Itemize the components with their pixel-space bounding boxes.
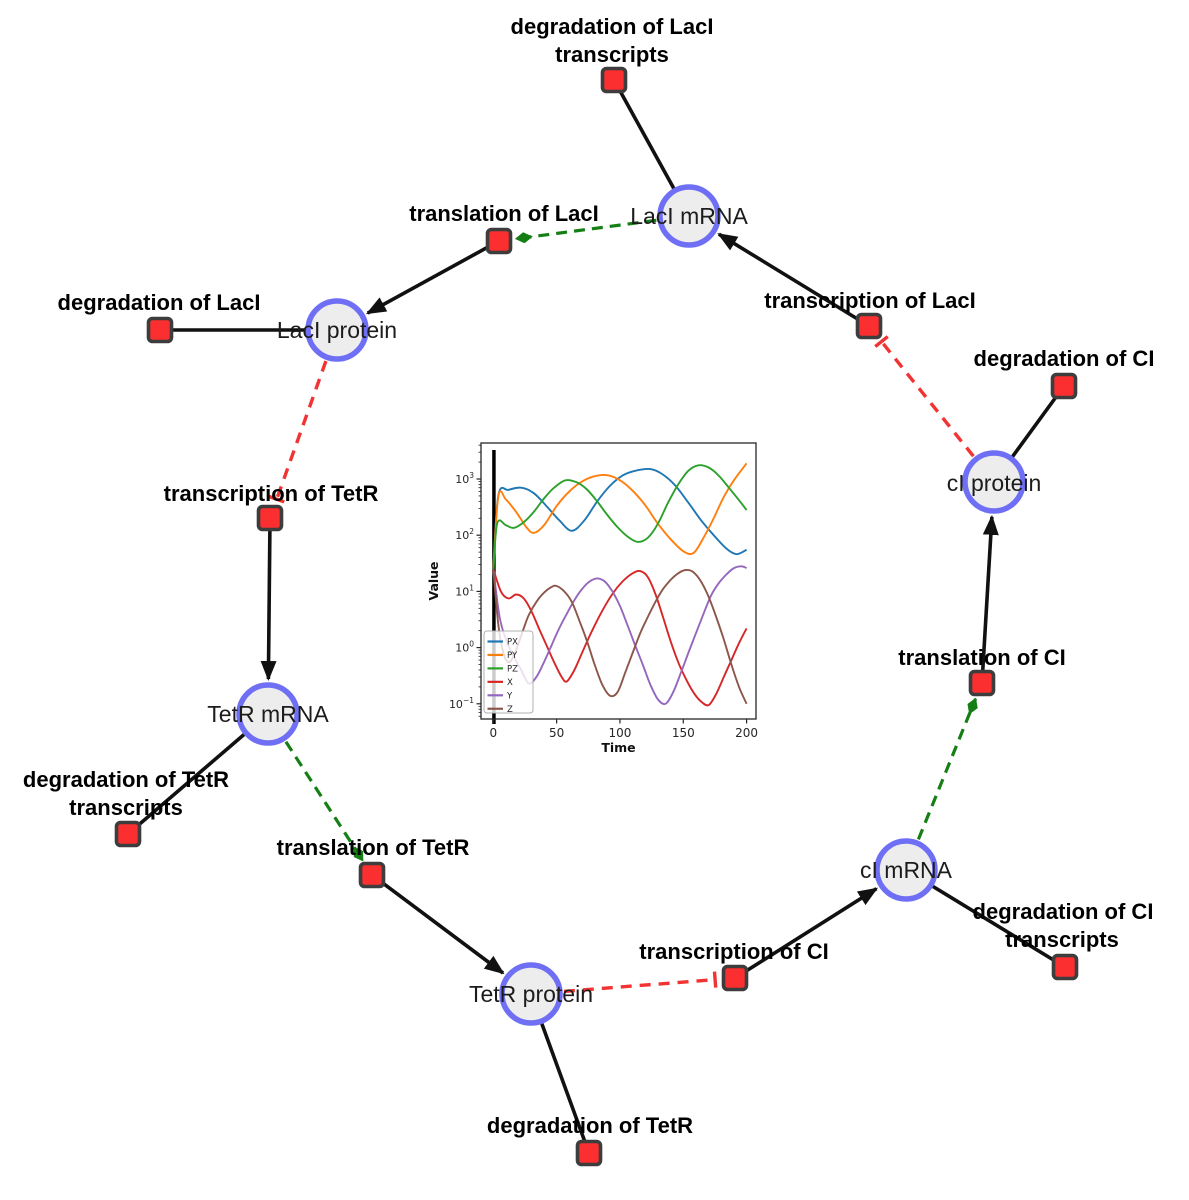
reaction-node-transcription-of-laci[interactable] [855,312,883,340]
reaction-label-translation-of-tetr: translation of TetR [277,835,470,860]
edge-laci-protein-inhibits-transcription-tetr [268,360,328,504]
reaction-label-degradation-of-ci-transcripts-1: degradation of CI [973,899,1154,924]
chart-legend-label-PY: PY [507,651,518,661]
label-layer: LacI mRNA LacI protein cI protein TetR m… [23,14,1155,1138]
species-label-ci-mrna: cI mRNA [860,857,953,883]
chart-y-tick-label: 103 [455,471,474,486]
chart-y-tick-label: 100 [455,640,474,655]
reaction-node-translation-of-tetr[interactable] [358,861,386,889]
species-node-tetr-protein[interactable] [499,962,563,1026]
reaction-node-translation-of-ci[interactable] [968,669,996,697]
chart-legend-label-PX: PX [507,638,518,648]
edge-ci-protein-inhibits-transcription-laci [874,335,975,458]
edge-laci-mrna-modifies-translation-laci [514,218,657,244]
chart-y-tick-label: 101 [455,583,474,598]
species-node-laci-protein[interactable] [305,298,369,362]
chart-x-tick-label: 150 [672,726,695,740]
reaction-label-degradation-of-laci-transcripts-2: transcripts [555,42,669,67]
chart-series-PX [492,468,748,570]
edge-tetr-protein-inhibits-transcription-ci [563,971,718,994]
reaction-label-transcription-of-laci: transcription of LacI [764,288,975,313]
edge-transcription-ci-to-ci-mrna [734,887,879,980]
chart-x-tick-label: 200 [735,726,758,740]
chart-x-tick-label: 50 [549,726,564,740]
species-node-tetr-mrna[interactable] [236,682,300,746]
edge-layer [126,79,1066,1154]
edge-transcription-laci-to-laci-mrna [717,232,870,328]
species-label-tetr-protein: TetR protein [469,981,593,1007]
chart-legend-label-Y: Y [506,691,513,701]
reaction-label-degradation-of-ci-transcripts-2: transcripts [1005,927,1119,952]
reaction-label-degradation-of-laci-transcripts-1: degradation of LacI [511,14,714,39]
reaction-label-degradation-of-laci: degradation of LacI [58,290,261,315]
edge-transcription-tetr-to-tetr-mrna [260,517,277,681]
reaction-node-degradation-of-tetr[interactable] [575,1139,603,1167]
chart-series-X [492,568,748,707]
species-node-laci-mrna[interactable] [657,184,721,248]
chart-legend-box [483,630,534,714]
reaction-node-degradation-of-tetr-transcripts[interactable] [114,820,142,848]
species-label-ci-protein: cI protein [947,470,1042,496]
edge-translation-ci-to-ci-protein [980,514,999,684]
species-node-ci-mrna[interactable] [874,838,938,902]
reaction-node-transcription-of-tetr[interactable] [256,504,284,532]
chart-y-tick-label: 102 [455,527,474,542]
chart-series-PZ [492,464,748,575]
chart-plot-border [480,442,757,720]
time-series-chart: 0 50 100 150 200 10−1 100 101 102 103 Time Value PX P… [426,442,758,755]
chart-legend-label-Z: Z [507,705,513,715]
chart-legend-label-X: X [507,678,513,688]
reaction-label-degradation-of-tetr-transcripts-2: transcripts [69,795,183,820]
edge-translation-laci-to-laci-protein [365,239,500,315]
edge-ci-mrna-modifies-translation-ci [916,697,978,841]
reaction-label-transcription-of-ci: transcription of CI [639,939,828,964]
reaction-node-translation-of-laci[interactable] [485,227,513,255]
species-label-laci-protein: LacI protein [277,317,397,343]
species-label-laci-mrna: LacI mRNA [630,203,748,229]
reaction-node-degradation-of-laci[interactable] [146,316,174,344]
reaction-node-transcription-of-ci[interactable] [721,964,749,992]
node-layer [114,66,1079,1167]
reaction-label-degradation-of-ci: degradation of CI [974,346,1155,371]
reaction-node-degradation-of-ci-transcripts[interactable] [1051,953,1079,981]
edge-tetr-mrna-modifies-translation-tetr [284,740,365,862]
reaction-label-degradation-of-tetr: degradation of TetR [487,1113,693,1138]
reaction-label-translation-of-ci: translation of CI [898,645,1065,670]
chart-series-Y [492,565,747,706]
reaction-label-translation-of-laci: translation of LacI [409,201,598,226]
edge-translation-tetr-to-tetr-protein [370,873,505,975]
reaction-node-degradation-of-ci[interactable] [1050,372,1078,400]
chart-legend-label-PZ: PZ [507,664,518,674]
reaction-label-transcription-of-tetr: transcription of TetR [164,481,379,506]
species-node-ci-protein[interactable] [962,450,1026,514]
chart-series-Z [492,568,748,705]
chart-y-tick-label: 10−1 [449,696,474,711]
reaction-label-degradation-of-tetr-transcripts-1: degradation of TetR [23,767,229,792]
chart-x-tick-label: 100 [608,726,631,740]
chart-series-PY [492,462,748,570]
chart-y-axis-label: Value [426,561,441,600]
chart-x-axis-label: Time [601,740,635,755]
reaction-node-degradation-of-laci-transcripts[interactable] [600,66,628,94]
chart-x-tick-label: 0 [489,726,497,740]
species-label-tetr-mrna: TetR mRNA [207,701,329,727]
